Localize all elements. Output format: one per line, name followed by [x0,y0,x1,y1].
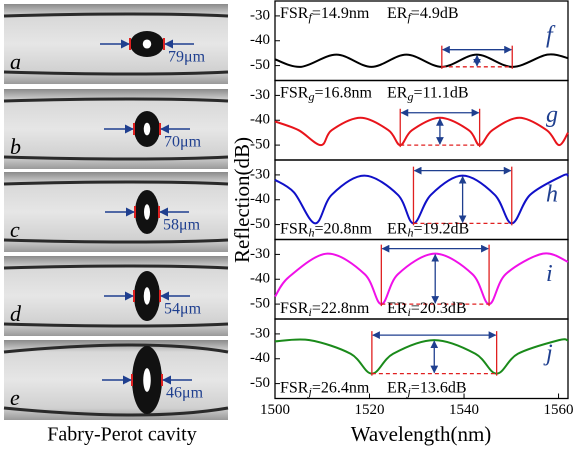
annotation-name: FSR [280,300,309,317]
annotation: ERg=11.1dB [387,84,469,103]
y-axis-label: Reflection(dB) [230,137,254,263]
droplet-highlight [143,122,151,136]
annotation-subscript: h [407,225,413,239]
image-letter: e [10,385,20,410]
annotation-name: ER [387,379,408,396]
panel-letter: j [543,341,553,367]
annotation-subscript: h [308,225,314,239]
annotation: FSRi=22.8nm [280,300,370,319]
fiber-edge [3,343,229,354]
size-label: 70μm [164,134,202,151]
annotation-value: =14.9nm [312,5,370,22]
annotation-name: FSR [280,5,309,22]
y-tick-label: -40 [250,350,270,366]
annotation: ERh=19.2dB [387,220,469,239]
fiber-edge [3,322,229,328]
spectrum-line [274,116,569,147]
annotation-subscript: g [308,89,314,103]
annotation: ERf=4.9dB [387,5,459,24]
fiber-edge [3,12,229,18]
annotation-value: =20.3dB [411,300,467,317]
x-tick-label: 1540 [449,402,479,418]
fiber-edge [3,238,229,244]
fiber-edge [3,180,229,186]
fiber-edge [3,97,229,103]
annotation-value: =19.2dB [413,220,469,237]
size-label: 54μm [164,301,202,318]
y-tick-label: -50 [250,375,270,391]
y-tick-label: -30 [250,325,270,341]
caption: Fabry-Perot cavity [47,424,196,446]
panel-letter: f [546,23,556,49]
annotation: FSRh=20.8nm [280,220,372,239]
y-tick-label: -40 [250,32,270,48]
annotation-value: =26.4nm [312,379,370,396]
annotation-name: FSR [280,220,309,237]
y-tick-label: -40 [250,112,270,128]
annotation-value: =20.8nm [314,220,372,237]
droplet-highlight [142,39,152,49]
panel-letter: i [546,261,553,287]
annotation-name: ER [387,5,408,22]
annotation-subscript: i [308,305,311,319]
y-tick-label: -40 [250,191,270,207]
spectrum-line [274,173,569,225]
droplet-highlight [144,204,150,220]
fiber-edge [3,155,229,161]
x-tick-label: 1500 [260,402,290,418]
fiber-edge [3,406,229,417]
annotation-value: =4.9dB [411,5,459,22]
annotation: FSRj=26.4nm [280,379,370,398]
y-tick-label: -30 [250,87,270,103]
annotation-subscript: i [407,305,410,319]
annotation: FSRg=16.8nm [280,84,372,103]
x-tick-label: 1520 [355,402,385,418]
spectrum-line [274,338,569,375]
spectrum-line [274,252,569,306]
annotation-name: FSR [280,84,309,101]
fiber-edge [3,264,229,270]
image-letter: a [10,49,21,74]
image-letter: c [10,217,20,242]
panel-letter: g [546,102,558,128]
x-tick-label: 1560 [544,402,574,418]
image-letter: d [10,301,22,326]
spectrum-line [274,53,569,68]
droplet-highlight [143,368,151,392]
annotation-subscript: f [407,10,412,24]
fiber-edge [3,70,229,76]
y-tick-label: -50 [250,57,270,73]
annotation-name: ER [387,220,408,237]
annotation-value: =11.1dB [413,84,468,101]
annotation-value: =13.6dB [411,379,467,396]
y-tick-label: -30 [250,7,270,23]
image-letter: b [10,134,21,159]
y-tick-label: -50 [250,216,270,232]
annotation-value: =22.8nm [312,300,370,317]
annotation-subscript: f [308,10,313,24]
annotation-subscript: g [407,89,413,103]
annotation: FSRf=14.9nm [280,5,370,24]
annotation: ERi=20.3dB [387,300,467,319]
annotation-name: FSR [280,379,309,396]
annotation-name: ER [387,84,408,101]
size-label: 58μm [163,217,201,234]
droplet-highlight [143,287,151,305]
y-tick-label: -50 [250,137,270,153]
x-axis-label: Wavelength(nm) [351,422,492,446]
annotation-value: =16.8nm [314,84,372,101]
annotation: ERj=13.6dB [387,379,467,398]
annotation-subscript: j [306,384,312,398]
y-tick-label: -50 [250,296,270,312]
annotation-subscript: j [405,384,411,398]
size-label: 46μm [166,385,204,402]
panel-letter: h [546,182,558,208]
size-label: 79μm [168,49,206,66]
y-tick-label: -30 [250,166,270,182]
y-tick-label: -40 [250,271,270,287]
annotation-name: ER [387,300,408,317]
y-tick-label: -30 [250,246,270,262]
